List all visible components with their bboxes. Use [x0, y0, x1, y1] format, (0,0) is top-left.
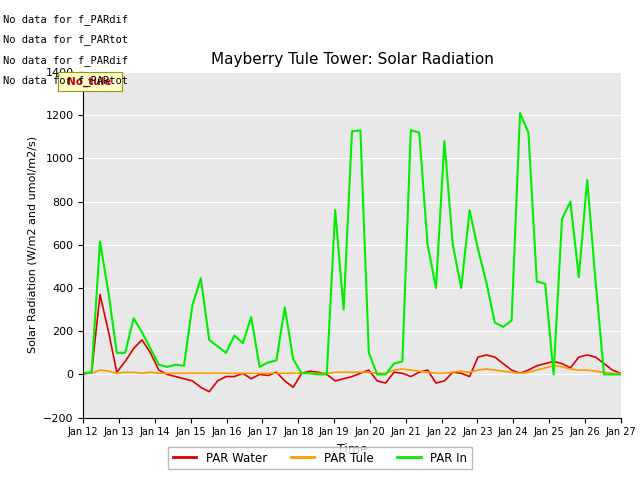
Y-axis label: Solar Radiation (W/m2 and umol/m2/s): Solar Radiation (W/m2 and umol/m2/s) — [28, 136, 37, 353]
X-axis label: Time: Time — [337, 443, 367, 456]
Text: No data for f_PARdif: No data for f_PARdif — [3, 13, 128, 24]
Legend: PAR Water, PAR Tule, PAR In: PAR Water, PAR Tule, PAR In — [168, 447, 472, 469]
Text: No_tule: No_tule — [67, 76, 112, 87]
Text: No data for f_PARtot: No data for f_PARtot — [3, 34, 128, 45]
Text: No data for f_PARtot: No data for f_PARtot — [3, 75, 128, 86]
Title: Mayberry Tule Tower: Solar Radiation: Mayberry Tule Tower: Solar Radiation — [211, 52, 493, 67]
Text: No data for f_PARdif: No data for f_PARdif — [3, 55, 128, 66]
